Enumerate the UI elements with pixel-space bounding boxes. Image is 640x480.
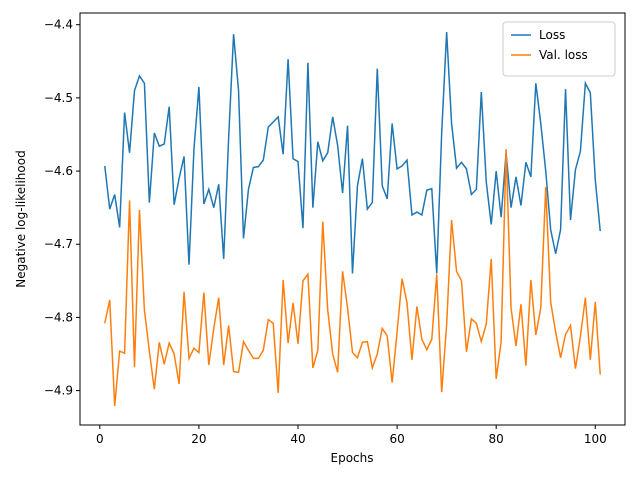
y-tick-label: −4.7: [44, 237, 73, 251]
x-tick-label: 20: [191, 432, 206, 446]
series-line: [104, 31, 601, 274]
y-tick-label: −4.8: [44, 310, 73, 324]
axes-frame: [79, 12, 626, 426]
legend-label: Loss: [539, 28, 565, 42]
y-axis-label: Negative log-likelihood: [14, 150, 28, 287]
x-tick-label: 80: [489, 432, 504, 446]
series-line: [104, 149, 601, 407]
legend-label: Val. loss: [539, 48, 588, 62]
y-tick-label: −4.4: [44, 18, 73, 32]
x-tick-label: 100: [584, 432, 607, 446]
x-axis-label: Epochs: [331, 451, 374, 465]
x-tick-label: 0: [96, 432, 104, 446]
x-tick-label: 60: [389, 432, 404, 446]
x-tick-label: 40: [290, 432, 305, 446]
y-tick-label: −4.5: [44, 91, 73, 105]
y-tick-label: −4.6: [44, 164, 73, 178]
y-tick-label: −4.9: [44, 384, 73, 398]
